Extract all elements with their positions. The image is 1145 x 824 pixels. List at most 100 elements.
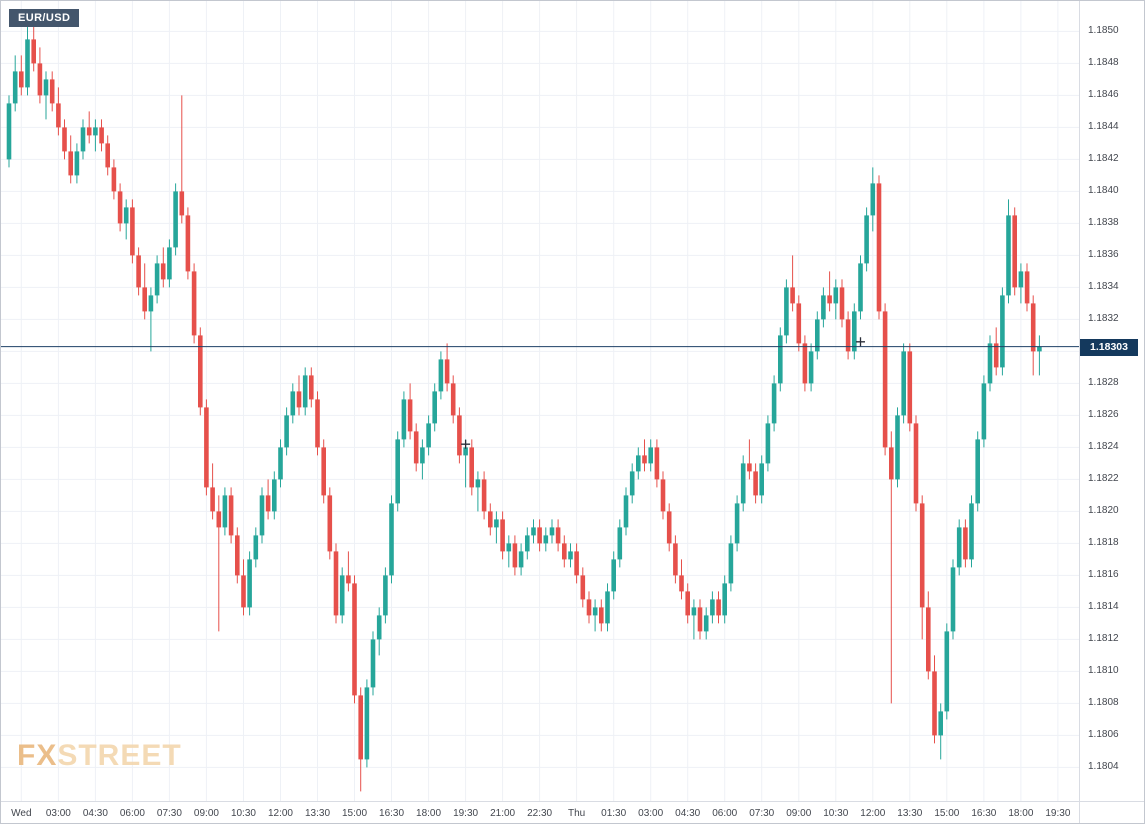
candle: [222, 487, 228, 536]
candle: [500, 511, 505, 560]
candle: [383, 567, 388, 624]
candle: [685, 583, 690, 624]
candle: [86, 111, 92, 144]
candle: [191, 263, 197, 344]
price-tick-label: 1.1812: [1088, 633, 1119, 645]
time-tick-label: 10:30: [230, 808, 256, 819]
candle: [778, 327, 783, 392]
candle: [648, 439, 653, 472]
price-tick-label: 1.1820: [1088, 505, 1119, 517]
candle: [173, 183, 178, 256]
candle: [747, 439, 752, 480]
candle: [154, 255, 160, 304]
price-tick-label: 1.1818: [1088, 537, 1119, 549]
candle: [790, 255, 795, 312]
candle: [734, 495, 740, 552]
candle: [450, 375, 456, 424]
candle: [12, 55, 18, 112]
price-tick-label: 1.1828: [1088, 377, 1119, 389]
time-tick-label: 03:00: [638, 808, 664, 819]
candle: [265, 479, 271, 520]
candle: [376, 607, 382, 656]
candle: [1037, 335, 1042, 376]
time-tick-label: 13:30: [897, 808, 923, 819]
candle: [105, 135, 110, 176]
candle: [117, 183, 123, 232]
price-axis[interactable]: 1.18303 1.1850 1.1848 1.1846 1.1844 1.1842 1.…: [1079, 1, 1144, 801]
price-tick-label: 1.1842: [1088, 153, 1119, 165]
candle: [759, 455, 764, 504]
candle: [605, 583, 610, 632]
candle: [833, 279, 839, 320]
time-axis[interactable]: Wed 03:00 04:30 06:00 07:30 09:00 10:30 12:00 13…: [1, 801, 1079, 823]
candle: [253, 527, 259, 568]
candle: [370, 631, 376, 696]
candle: [99, 119, 104, 152]
candle: [1018, 263, 1024, 304]
watermark-street: STREET: [57, 739, 182, 772]
symbol-badge: EUR/USD: [9, 9, 80, 27]
candle: [327, 487, 333, 560]
candle: [247, 551, 252, 616]
time-tick-label: 15:00: [934, 808, 960, 819]
candle: [185, 207, 191, 280]
candle: [802, 335, 808, 392]
candle: [469, 439, 474, 496]
candle: [481, 471, 487, 520]
time-tick-label: 07:30: [749, 808, 775, 819]
candle: [1000, 287, 1005, 376]
candle: [586, 591, 592, 624]
candle: [611, 551, 616, 600]
candlestick-chart: [1, 1, 1079, 801]
candle: [845, 311, 851, 360]
candle: [241, 559, 246, 616]
price-tick-label: 1.1806: [1088, 729, 1119, 741]
candle: [876, 175, 882, 320]
candle: [438, 351, 444, 400]
time-tick-label: 10:30: [823, 808, 849, 819]
candle: [123, 199, 129, 240]
candle: [580, 567, 586, 608]
time-tick-label: 07:30: [156, 808, 182, 819]
candle: [821, 287, 826, 328]
time-tick-label: 09:00: [786, 808, 812, 819]
candle: [62, 119, 67, 160]
time-tick-label: 13:30: [304, 808, 331, 819]
time-tick-label: 06:00: [712, 808, 738, 819]
candle: [852, 303, 857, 360]
candle: [975, 431, 980, 512]
candle: [710, 591, 715, 624]
candle: [870, 167, 876, 232]
candle: [981, 375, 987, 448]
candle: [913, 415, 919, 512]
chart-plot-area[interactable]: EUR/USD FXSTREET: [1, 1, 1079, 801]
candle: [944, 623, 950, 720]
candle: [765, 415, 771, 472]
candle: [413, 423, 419, 472]
time-tick-label: 15:00: [342, 808, 368, 819]
price-tick-label: 1.1848: [1088, 57, 1119, 69]
candle: [574, 543, 579, 584]
price-tick-label: 1.1822: [1088, 473, 1119, 485]
time-tick-label: 12:00: [860, 808, 886, 819]
candle: [302, 367, 308, 416]
candle: [555, 519, 561, 552]
candle: [284, 407, 289, 456]
candle: [296, 375, 302, 416]
candle: [969, 495, 974, 568]
candle: [987, 335, 993, 392]
time-tick-label: 01:30: [601, 808, 627, 819]
candle: [537, 519, 542, 552]
candle: [488, 503, 493, 536]
candle: [333, 543, 339, 624]
crosshair-marker: [856, 337, 865, 347]
candle: [148, 287, 154, 352]
time-tick-label: 03:00: [45, 808, 71, 819]
candle: [753, 463, 758, 504]
candle: [25, 23, 30, 96]
candle: [512, 535, 518, 576]
candle: [142, 263, 147, 320]
candle: [457, 407, 462, 464]
candle: [407, 383, 413, 440]
